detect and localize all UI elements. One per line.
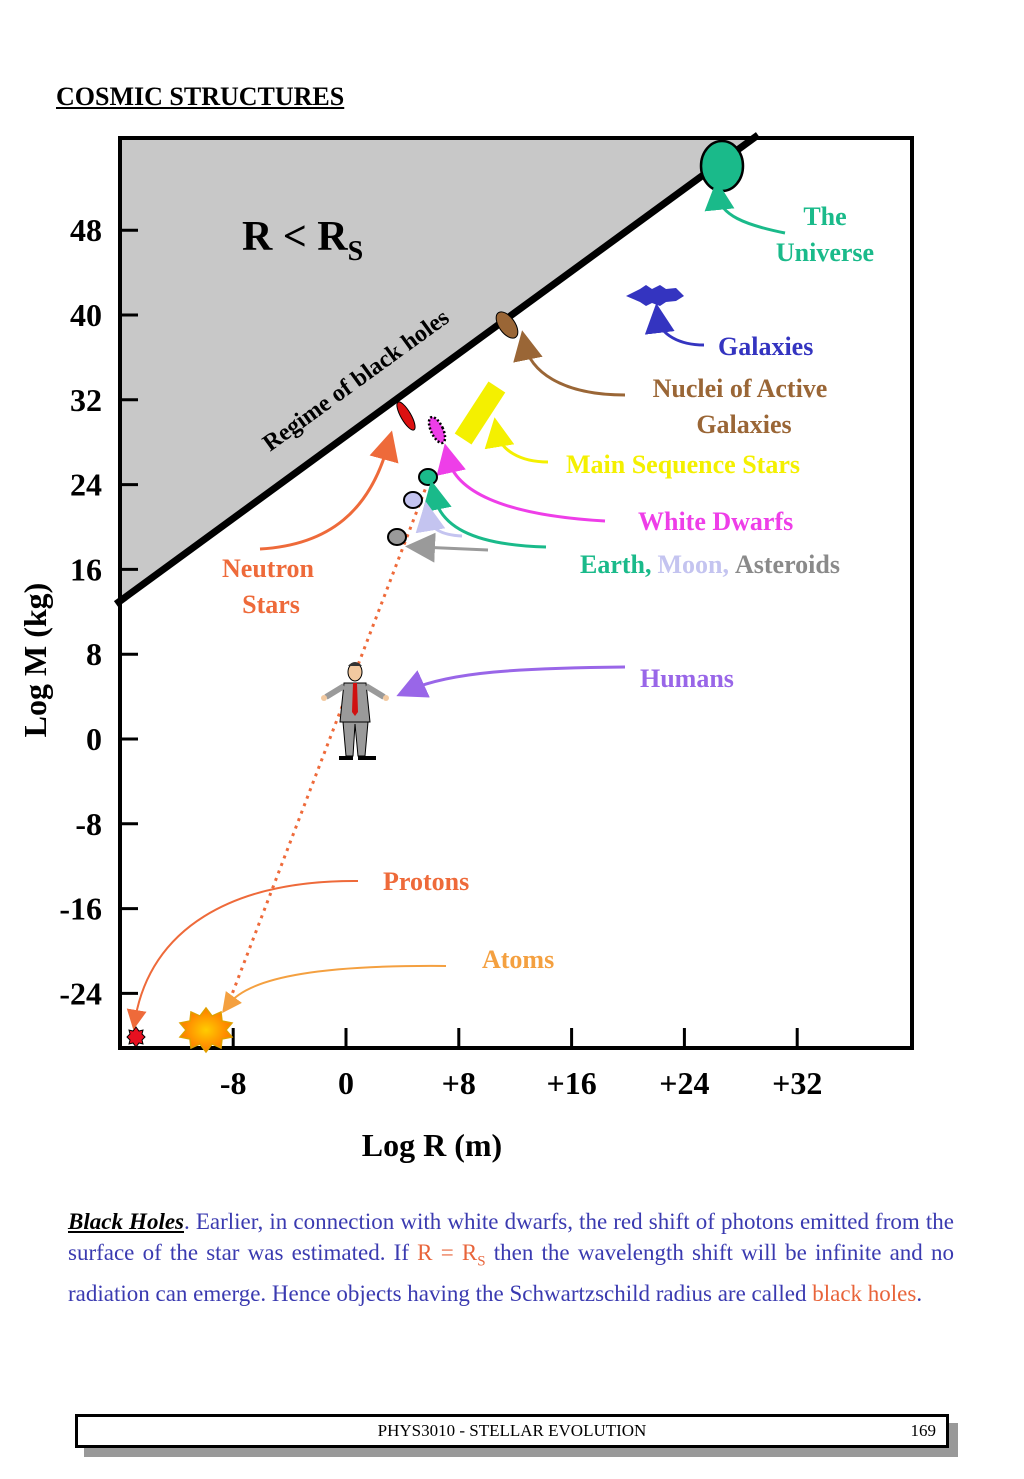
asteroids-arrow (405, 532, 489, 563)
y-tick-label: -16 (59, 891, 102, 927)
dotted-trajectory (224, 481, 430, 1011)
paragraph-equation: R = RS (417, 1240, 486, 1270)
protons-label: Protons (383, 867, 469, 896)
x-axis-ticks: -8 0 +8 +16 +24 +32 (220, 1028, 822, 1101)
x-tick-label: +16 (546, 1065, 596, 1101)
humans-arrow (396, 665, 626, 698)
cosmic-structures-chart: R < RS Regime of black holes 48403224168… (17, 132, 914, 1163)
footer-course: PHYS3010 - STELLAR EVOLUTION (377, 1421, 647, 1440)
atoms-arrow (222, 964, 447, 1014)
y-tick-label: 40 (70, 297, 102, 333)
y-tick-label: 24 (70, 467, 102, 503)
asteroid-marker (387, 528, 407, 546)
x-tick-label: +32 (772, 1065, 822, 1101)
y-axis-label: Log M (kg) (17, 583, 53, 738)
protons-arrow (126, 879, 359, 1030)
x-tick-label: +24 (659, 1065, 709, 1101)
x-tick-label: -8 (220, 1065, 247, 1101)
atom-marker (178, 1006, 234, 1054)
footer-page-number: 169 (910, 1421, 937, 1440)
main-sequence-label: Main Sequence Stars (566, 450, 800, 479)
earth-moon-asteroids-label: Earth, Moon, Asteroids (580, 550, 840, 579)
white-dwarfs-label: White Dwarfs (638, 507, 793, 536)
region-label: R < RS (242, 214, 363, 267)
neutron-star-marker (396, 401, 416, 431)
proton-marker (126, 1026, 146, 1048)
agn-arrow (513, 330, 626, 397)
y-tick-label: 32 (70, 382, 102, 418)
human-figure (321, 662, 389, 760)
main-sequence-marker (454, 381, 506, 445)
x-tick-label: 0 (338, 1065, 354, 1101)
atoms-label: Atoms (482, 945, 554, 974)
galaxies-label: Galaxies (718, 332, 813, 361)
galaxies-arrow (644, 303, 705, 347)
plot-frame (118, 136, 914, 1050)
x-tick-label: +8 (442, 1065, 476, 1101)
earth-arrow (422, 480, 547, 549)
earth-marker (418, 468, 438, 486)
y-tick-label: -8 (75, 806, 102, 842)
paragraph-text-2: then the wavelength shift will be infini… (68, 1240, 955, 1306)
boundary-line (113, 132, 761, 607)
y-tick-label: -24 (59, 975, 102, 1011)
neutron-stars-arrow (259, 430, 399, 551)
page-footer: PHYS3010 - STELLAR EVOLUTION 169 (75, 1414, 949, 1448)
y-tick-label: 8 (86, 636, 102, 672)
galaxy-marker (626, 285, 684, 306)
universe-label: The Universe (776, 202, 874, 267)
y-tick-label: 48 (70, 212, 102, 248)
neutron-stars-label: Neutron Stars (222, 554, 315, 619)
y-tick-label: 0 (86, 721, 102, 757)
y-axis-ticks: 48 40 32 24 16 8 0 -8 -16 -24 (59, 212, 138, 1011)
agn-label: Nuclei of Active Galaxies (653, 374, 828, 439)
page-title: COSMIC STRUCTURES (56, 82, 345, 111)
paragraph-highlight: black holes (812, 1280, 917, 1306)
humans-label: Humans (640, 664, 734, 693)
main-sequence-arrow (484, 417, 549, 464)
paragraph-end: . (916, 1280, 923, 1306)
white-dwarf-marker (427, 415, 447, 445)
y-tick-label: 16 (70, 551, 102, 587)
black-holes-paragraph: Black Holes. Earlier, in connection with… (68, 1206, 954, 1309)
paragraph-lead: Black Holes (68, 1209, 184, 1234)
paragraph-text-1: . Earlier, in connection with white dwar… (68, 1209, 954, 1265)
moon-arrow (415, 501, 463, 538)
universe-arrow (704, 180, 786, 235)
x-axis-label: Log R (m) (362, 1127, 502, 1163)
white-dwarfs-arrow (436, 443, 606, 523)
universe-marker (699, 139, 745, 193)
moon-marker (403, 491, 423, 509)
